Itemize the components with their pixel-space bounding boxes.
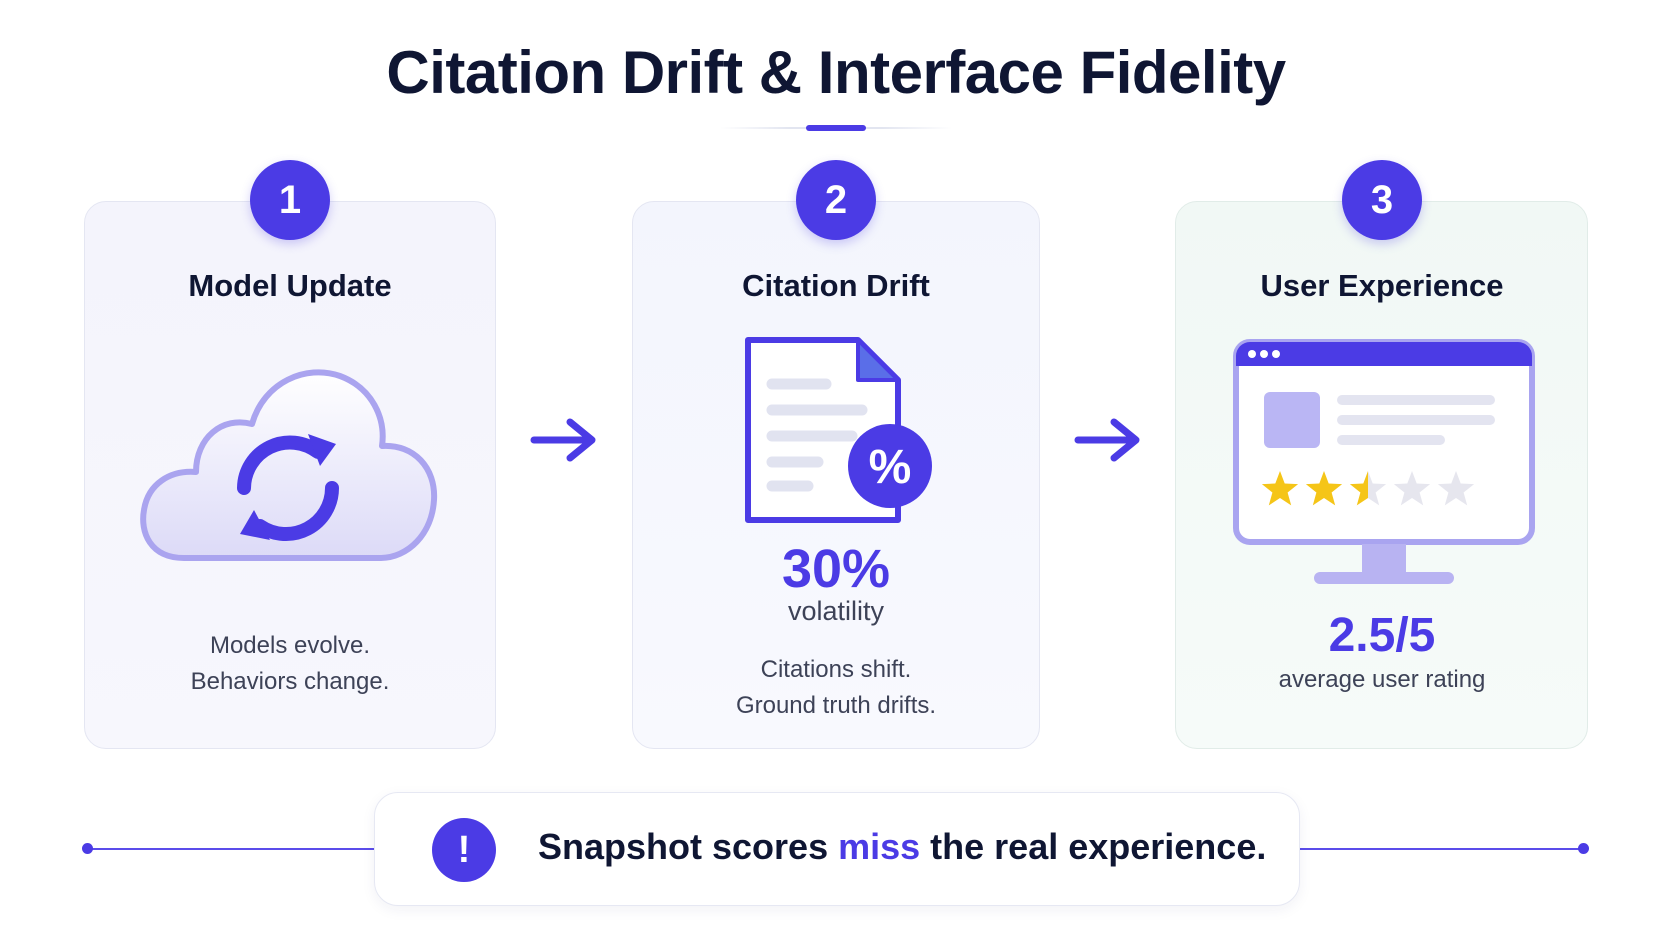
volatility-label: volatility [787,596,885,626]
volatility-value: 30% [781,539,891,599]
step-desc-line2-model-update: Behaviors change. [190,668,390,695]
callout-box [374,792,1300,906]
callout-text-highlight: miss [838,826,921,867]
percent-glyph: % [868,441,912,494]
page-title: Citation Drift & Interface Fidelity [386,39,1286,106]
title-accent-bar [806,125,866,131]
step-number-badge-2: 2 [796,160,876,240]
step-desc-line1-citation-drift: Citations shift. [760,656,912,683]
star-rating [1261,471,1475,506]
callout-line-right [1298,848,1582,850]
step-desc-line1-model-update: Models evolve. [209,632,371,659]
star-4 [1393,471,1431,506]
rating-label: average user rating [1278,666,1486,693]
arrow-right-icon [1074,418,1140,462]
step-number-badge-3: 3 [1342,160,1422,240]
step-desc-line2-citation-drift: Ground truth drifts. [735,692,937,719]
document-percent-icon [745,337,932,523]
callout-dot-left [82,843,93,854]
rating-value: 2.5/5 [1328,609,1436,662]
callout-text-after: the real experience. [920,826,1267,867]
star-2 [1305,471,1343,506]
cloud-sync-icon [140,369,438,561]
callout-dot-right [1578,843,1589,854]
star-5 [1437,471,1475,506]
star-3 [1349,471,1387,506]
step-title-model-update: Model Update [188,268,392,303]
star-1 [1261,471,1299,506]
step-title-user-experience: User Experience [1260,268,1504,303]
callout-line-left [88,848,378,850]
step-number-badge-1: 1 [250,160,330,240]
exclamation-icon: ! [432,818,496,882]
callout-text: Snapshot scores miss the real experience… [538,826,1266,868]
arrow-right-icon [530,418,596,462]
callout-text-before: Snapshot scores [538,826,839,867]
monitor-rating-icon [1233,339,1535,584]
step-title-citation-drift: Citation Drift [742,268,930,303]
